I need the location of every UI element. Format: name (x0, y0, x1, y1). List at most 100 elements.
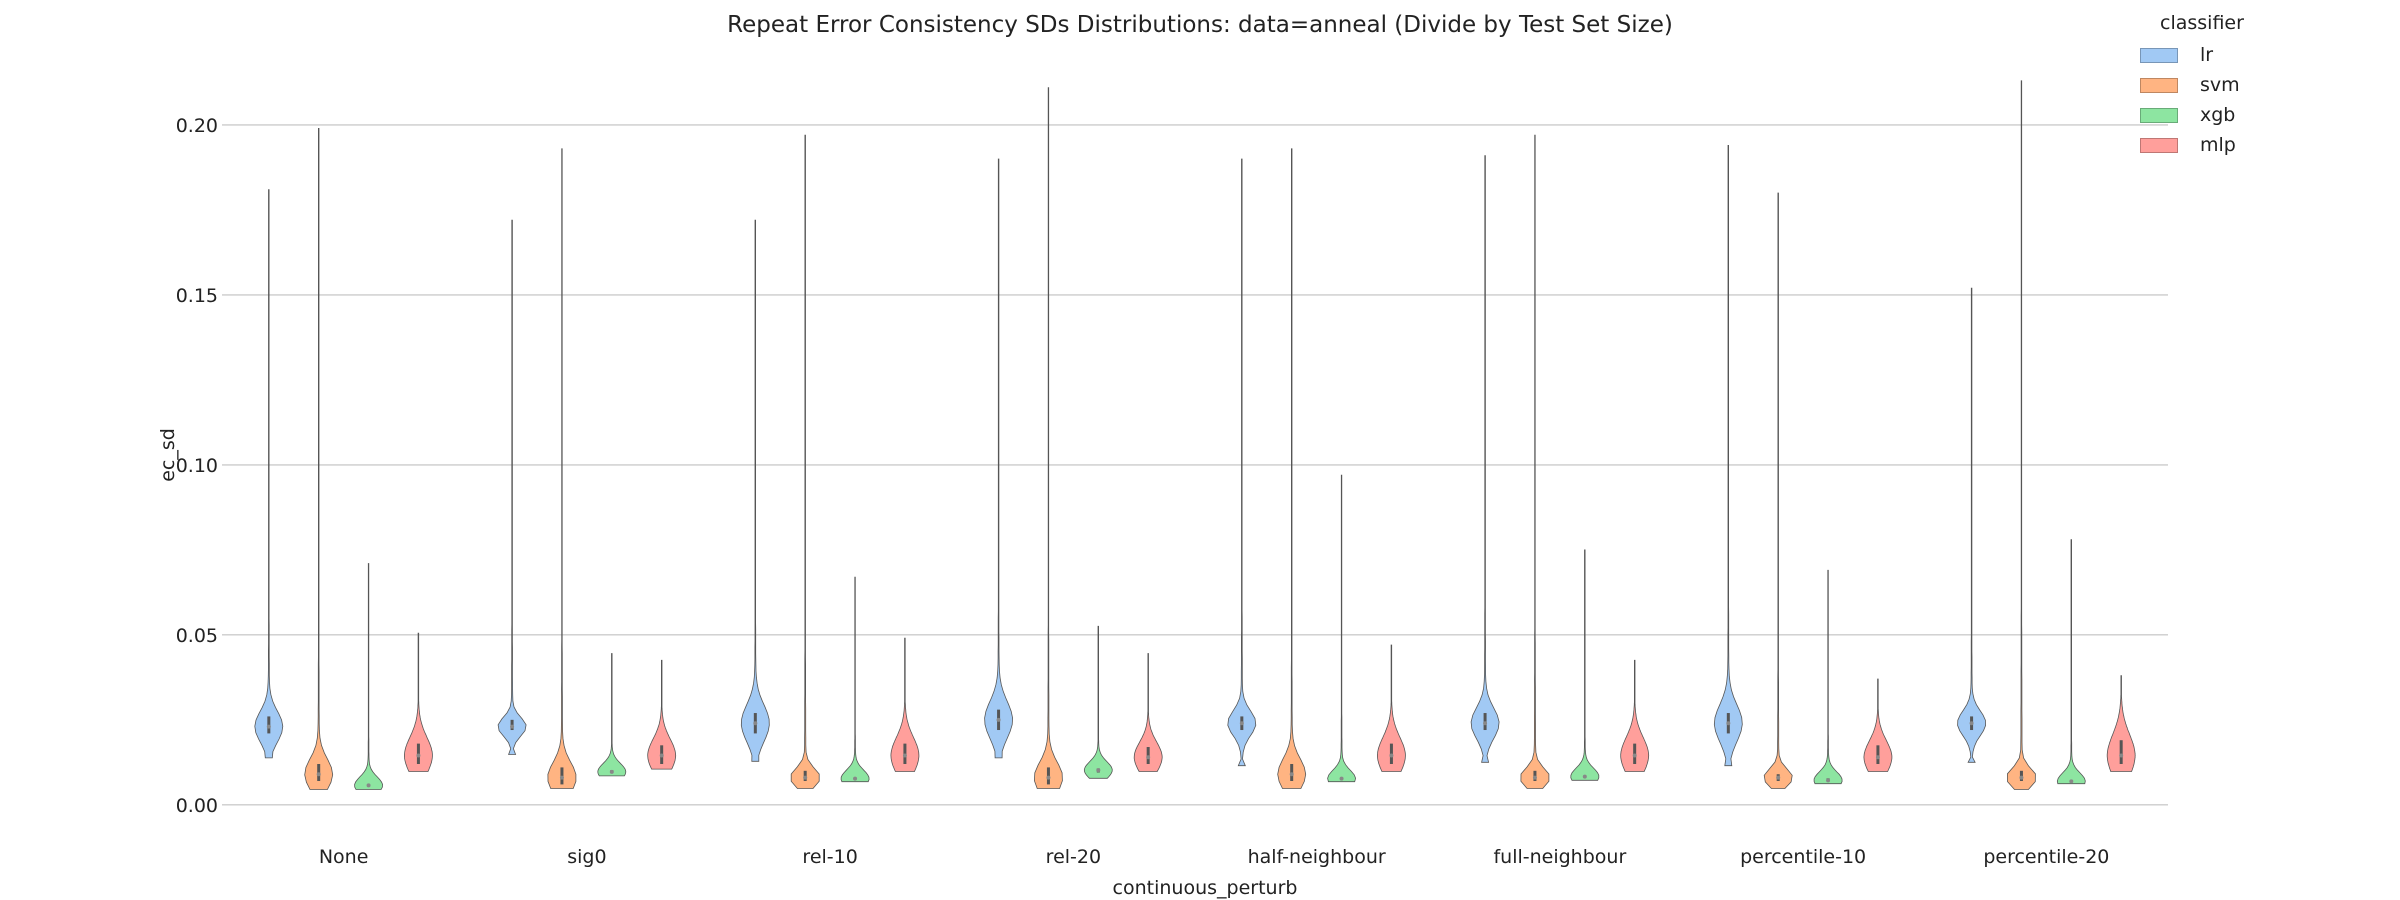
violin-lr-None (254, 189, 284, 759)
violin-median (1776, 775, 1781, 780)
x-tick-label: None (319, 846, 369, 868)
violin-xgb-percentile-10 (1813, 569, 1843, 785)
violin-median (1875, 755, 1880, 760)
violin-xgb-sig0 (597, 653, 627, 777)
violin-body (1227, 158, 1257, 767)
violin-median (1726, 721, 1731, 726)
violin-median (803, 775, 808, 780)
violin-body (1863, 678, 1893, 772)
y-tick-label: 0.00 (176, 795, 218, 817)
violin-body (1133, 653, 1163, 772)
violin-body (1763, 192, 1793, 789)
violin-body (497, 219, 527, 755)
legend-item-svm: svm (2140, 70, 2244, 100)
violin-lr-half-neighbour (1227, 158, 1257, 767)
y-axis-label: ec_sd (157, 428, 179, 482)
legend-label: xgb (2200, 104, 2236, 126)
violin-median (1339, 776, 1344, 781)
y-tick-label: 0.20 (176, 115, 218, 137)
violin-median (2019, 775, 2024, 780)
violin-svm-rel-20 (1033, 87, 1063, 789)
violins (254, 80, 2136, 790)
violin-body (404, 632, 433, 772)
violin-xgb-None (354, 563, 384, 790)
violin-median (1289, 772, 1294, 777)
violin-body (1520, 134, 1550, 789)
violin-median (1389, 753, 1394, 758)
violin-body (1377, 644, 1406, 772)
violin-lr-rel-10 (740, 219, 770, 762)
x-tick-label: rel-20 (1046, 846, 1101, 868)
violin-svm-percentile-20 (2006, 80, 2036, 790)
violin-body (354, 563, 384, 790)
grid-lines (222, 124, 2168, 806)
violin-xgb-rel-10 (840, 576, 870, 783)
violin-body (984, 158, 1014, 759)
violin-svm-half-neighbour (1277, 148, 1307, 789)
violin-body (1277, 148, 1307, 789)
violin-median (853, 776, 858, 781)
x-tick-labels: None sig0 rel-10 rel-20 half-neighbour full-n… (319, 846, 2110, 868)
violin-median (416, 753, 421, 758)
legend-swatch (2140, 107, 2178, 123)
violin-median (510, 724, 515, 729)
violin-body (1470, 155, 1500, 763)
violin-body (890, 637, 920, 772)
y-tick-label: 0.10 (176, 455, 218, 477)
violin-median (902, 753, 907, 758)
violin-body (647, 659, 677, 770)
violin-body (304, 128, 334, 790)
violin-lr-percentile-10 (1713, 145, 1743, 767)
violin-body (790, 134, 820, 789)
violin-median (753, 721, 758, 726)
violin-body (840, 576, 870, 783)
violin-mlp-percentile-10 (1863, 678, 1893, 772)
violin-body (1957, 287, 1987, 763)
violin-body (1327, 474, 1357, 783)
violin-body (1033, 87, 1063, 789)
violin-lr-percentile-20 (1957, 287, 1987, 763)
violin-xgb-percentile-20 (2056, 539, 2086, 785)
y-tick-label: 0.05 (176, 625, 218, 647)
violin-median (366, 783, 371, 788)
violin-median (996, 717, 1001, 722)
violin-median (659, 753, 664, 758)
violin-median (316, 772, 321, 777)
violin-lr-rel-20 (984, 158, 1014, 759)
violin-body (1713, 145, 1743, 767)
violin-body (740, 219, 770, 762)
legend-label: svm (2200, 74, 2240, 96)
x-tick-label: percentile-10 (1740, 846, 1866, 868)
violin-body (2056, 539, 2086, 785)
x-tick-label: full-neighbour (1493, 846, 1626, 868)
violin-mlp-percentile-20 (2106, 675, 2136, 772)
violin-lr-full-neighbour (1470, 155, 1500, 763)
violin-mlp-None (404, 632, 433, 772)
violin-median (2119, 753, 2124, 758)
x-axis-label: continuous_perturb (1113, 877, 1298, 899)
violin-median (1826, 778, 1831, 783)
violin-mlp-full-neighbour (1620, 659, 1650, 772)
violin-body (1083, 625, 1113, 779)
violin-body (1570, 549, 1600, 781)
violin-median (1239, 721, 1244, 726)
violin-median (1096, 768, 1101, 773)
violin-body (2006, 80, 2036, 790)
violin-svm-rel-10 (790, 134, 820, 789)
legend-item-mlp: mlp (2140, 130, 2244, 160)
violin-lr-sig0 (497, 219, 527, 755)
violin-body (597, 653, 627, 777)
y-tick-labels: 0.00 0.05 0.10 0.15 0.20 (176, 115, 218, 817)
violin-mlp-rel-10 (890, 637, 920, 772)
violin-median (1483, 721, 1488, 726)
violin-xgb-full-neighbour (1570, 549, 1600, 781)
violin-median (2069, 779, 2074, 784)
violin-xgb-rel-20 (1083, 625, 1113, 779)
legend-swatch (2140, 137, 2178, 153)
violin-median (266, 724, 271, 729)
violin-body (1620, 659, 1650, 772)
legend-item-lr: lr (2140, 40, 2244, 70)
legend: classifier lr svm xgb mlp (2140, 12, 2244, 160)
violin-body (1813, 569, 1843, 785)
legend-item-xgb: xgb (2140, 100, 2244, 130)
